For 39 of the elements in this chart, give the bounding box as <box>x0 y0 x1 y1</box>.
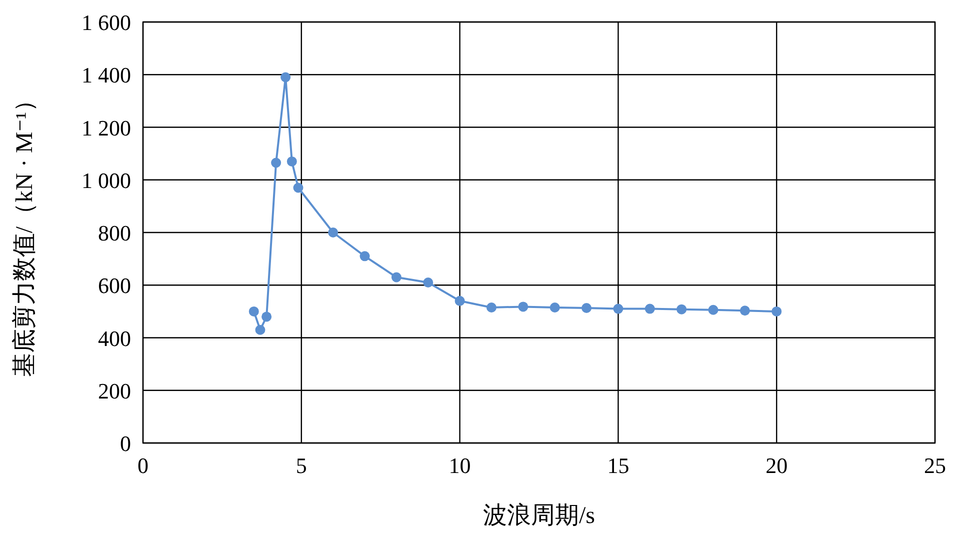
y-tick-label: 1 200 <box>82 115 131 140</box>
point <box>271 158 282 168</box>
point <box>286 156 297 166</box>
point <box>486 302 496 312</box>
y-tick-label: 600 <box>98 273 131 298</box>
y-tick-label: 200 <box>98 378 131 404</box>
point <box>740 306 750 316</box>
point <box>582 303 592 314</box>
y-tick-label: 400 <box>98 326 131 351</box>
x-tick-label: 25 <box>924 453 946 478</box>
point <box>454 296 465 306</box>
point <box>518 302 528 312</box>
point <box>423 277 434 288</box>
x-tick-label: 20 <box>766 453 788 478</box>
point <box>293 182 304 193</box>
point <box>248 306 259 316</box>
x-tick-label: 0 <box>138 453 148 478</box>
x-tick-label: 5 <box>296 453 307 478</box>
point <box>328 228 338 238</box>
y-tick-label: 800 <box>98 220 131 246</box>
x-tick-label: 15 <box>607 453 630 478</box>
point <box>772 306 782 316</box>
y-tick-label: 0 <box>120 431 131 456</box>
point <box>644 304 655 314</box>
point <box>360 251 370 262</box>
x-axis-title: 波浪周期/s <box>482 502 596 529</box>
y-tick-label: 1 600 <box>82 10 131 35</box>
point <box>262 312 272 322</box>
x-tick-label: 10 <box>448 453 471 478</box>
point <box>255 324 266 335</box>
point <box>280 72 291 82</box>
point <box>550 302 560 312</box>
point <box>676 304 687 314</box>
point <box>613 304 624 314</box>
y-tick-label: 1 400 <box>82 62 131 88</box>
y-axis-title: 基底剪力数值/（kN · M⁻¹） <box>11 88 38 378</box>
point <box>708 304 718 315</box>
point <box>391 272 402 282</box>
y-tick-label: 1 000 <box>82 168 131 193</box>
